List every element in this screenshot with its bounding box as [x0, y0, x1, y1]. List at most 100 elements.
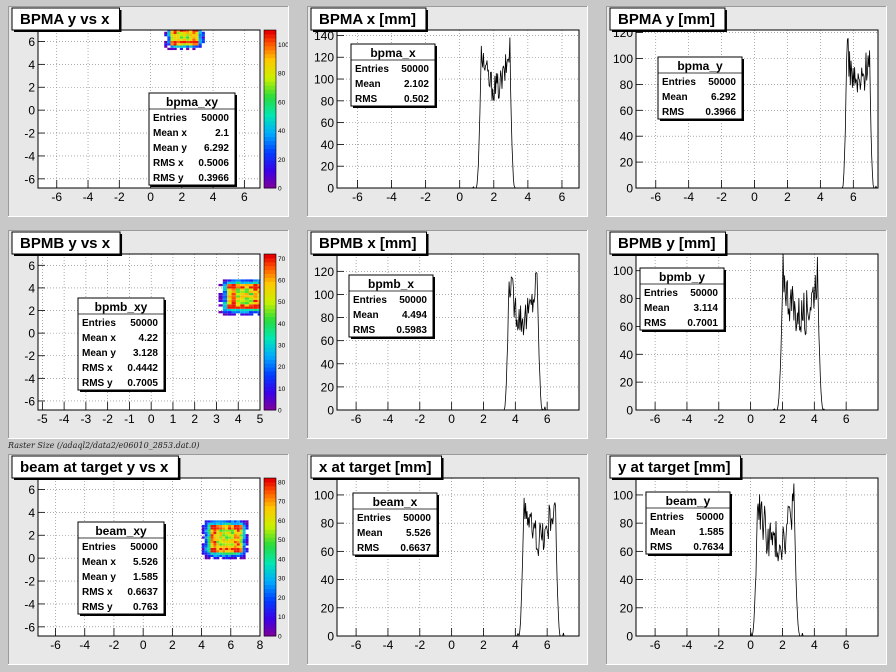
heatmap-cell — [218, 283, 223, 287]
palette-swatch — [264, 57, 276, 63]
heatmap-cell — [201, 36, 205, 39]
y-tick-label: -6 — [24, 620, 35, 634]
palette-swatch — [264, 600, 276, 605]
heatmap-cell — [210, 527, 214, 530]
y-tick-label: -6 — [24, 172, 35, 186]
heatmap-cell — [240, 288, 245, 291]
heatmap-cell — [245, 534, 249, 537]
heatmap-cell — [257, 304, 260, 307]
stats-row-value: 50000 — [399, 295, 427, 306]
histogram-line — [636, 483, 878, 636]
heatmap-cell — [183, 25, 186, 27]
x-tick-label: 4 — [811, 638, 818, 652]
heatmap-cell — [186, 31, 190, 35]
heatmap-cell — [195, 27, 198, 29]
heatmap-cell — [207, 520, 211, 523]
heatmap-cell — [242, 540, 246, 544]
stats-row-label: Entries — [644, 288, 678, 299]
heatmap-cell — [231, 311, 236, 314]
heatmap-cell — [207, 540, 211, 544]
palette-swatch — [264, 293, 276, 298]
heatmap-cell — [228, 538, 232, 541]
heatmap-cell — [235, 304, 241, 307]
heatmap-cell — [204, 557, 208, 560]
heatmap-cell — [240, 290, 245, 293]
palette-swatch — [264, 398, 276, 403]
heatmap-cell — [248, 292, 254, 296]
stats-row-value: 6.292 — [204, 143, 229, 154]
heatmap-cell — [222, 527, 226, 530]
stats-row-value: 2.1 — [215, 128, 229, 139]
palette-label: 80 — [278, 479, 286, 486]
palette-swatch — [264, 580, 276, 586]
heatmap-cell — [245, 524, 249, 528]
heatmap-cell — [179, 30, 183, 32]
stats-row-label: Entries — [82, 318, 116, 329]
heatmap-cell — [182, 34, 187, 37]
heatmap-cell — [201, 536, 205, 539]
stats-row-label: Entries — [662, 77, 696, 88]
heatmap-cell — [235, 286, 241, 289]
palette-swatch — [264, 493, 276, 499]
heatmap-cell — [173, 36, 177, 39]
x-tick-label: -6 — [650, 412, 661, 426]
heatmap-cell — [210, 554, 214, 558]
heatmap-cell — [231, 550, 234, 553]
heatmap-cell — [180, 27, 183, 29]
heatmap-cell — [189, 40, 193, 44]
heatmap-cell — [182, 31, 187, 35]
y-tick-label: 40 — [321, 138, 335, 152]
palette-swatch — [264, 332, 276, 337]
x-tick-label: -4 — [383, 638, 394, 652]
heatmap-cell — [227, 299, 232, 303]
heatmap-cell — [192, 47, 196, 51]
palette-swatch — [264, 402, 276, 407]
heatmap-cell — [210, 543, 214, 546]
stats-box: bpma_x Entries 50000 Mean 2.102 RMS 0.502 — [350, 43, 437, 108]
heatmap-cell — [253, 286, 258, 289]
palette-swatch — [264, 140, 276, 146]
histogram-line — [337, 497, 579, 636]
heatmap-cell — [233, 554, 237, 558]
palette-swatch — [264, 261, 276, 267]
heatmap-cell — [207, 552, 211, 555]
heatmap-cell — [222, 543, 226, 546]
palette-swatch — [264, 101, 276, 106]
stats-box-name: beam_y — [666, 494, 711, 508]
heatmap-cell — [219, 550, 223, 553]
heatmap-cell — [239, 552, 243, 555]
heatmap-cell — [257, 302, 260, 305]
palette-label: 10 — [278, 614, 286, 621]
heatmap-cell — [170, 27, 173, 29]
heatmap-cell — [244, 306, 249, 309]
heatmap-cell — [233, 522, 237, 525]
plot-svg-beam_yx: -6 -4 -2 0 2 4 6 8-6-4-2024601020304050607080be… — [11, 455, 286, 652]
heatmap-cell — [245, 543, 249, 546]
heatmap-cell — [227, 281, 232, 284]
stats-row-value: 1.585 — [699, 527, 724, 538]
heatmap-cell — [210, 536, 214, 539]
heatmap-cell — [192, 31, 196, 35]
heatmap-cell — [173, 45, 177, 48]
heatmap-cell — [240, 297, 245, 300]
heatmap-cell — [192, 30, 196, 32]
palette-swatch — [264, 343, 276, 349]
heatmap-cell — [257, 279, 260, 282]
heatmap-cell — [189, 25, 192, 27]
heatmap-cell — [225, 540, 229, 544]
stats-row-label: Mean — [355, 79, 381, 90]
plot-title-text: BPMB y [mm] — [618, 235, 716, 252]
heatmap-cell — [182, 45, 187, 48]
plot-pad-beam_x: -6 -4 -2 0 2 4 6 0 20 40 60 80 100 x at target [mm] be… — [307, 454, 588, 665]
heatmap-cell — [253, 311, 258, 314]
heatmap-cell — [213, 524, 217, 528]
heatmap-cell — [257, 283, 260, 287]
stats-row-label: Mean y — [153, 143, 187, 154]
heatmap-cell — [219, 531, 223, 535]
heatmap-cell — [248, 299, 254, 303]
y-tick-label: 100 — [613, 488, 633, 502]
heatmap-cell — [164, 45, 168, 48]
heatmap-cell — [231, 299, 236, 303]
heatmap-cell — [245, 550, 249, 553]
